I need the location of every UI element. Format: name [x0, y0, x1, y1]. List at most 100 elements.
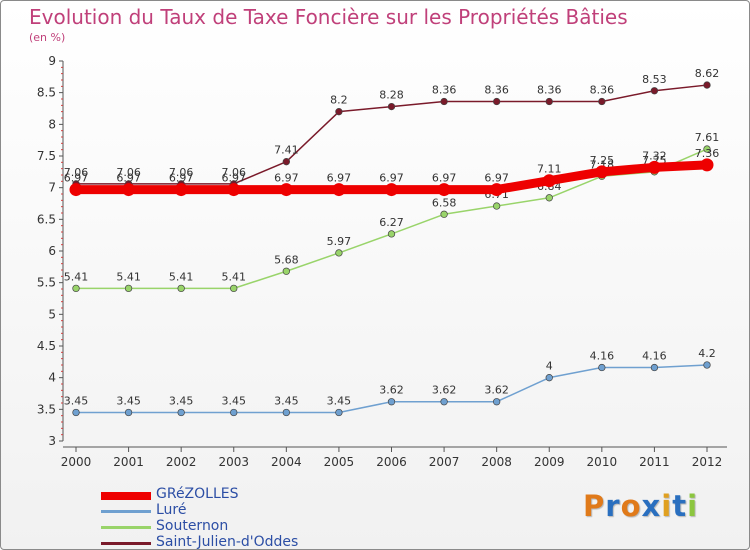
data-label: 4: [546, 360, 553, 373]
data-point: [335, 249, 343, 257]
y-tick-label: 5.5: [37, 276, 56, 290]
data-point: [230, 284, 238, 293]
data-point: [282, 267, 290, 275]
data-label: 3.62: [379, 384, 404, 397]
data-point: [230, 408, 238, 417]
data-point: [72, 408, 80, 417]
data-label: 5.97: [327, 235, 352, 248]
y-tick-label: 6.5: [37, 212, 56, 226]
y-tick-label: 8: [48, 117, 56, 131]
y-tick-label: 7.5: [37, 149, 56, 163]
legend-swatch: [101, 510, 151, 513]
data-label: 5.41: [169, 270, 194, 283]
data-point: [493, 97, 501, 106]
data-label: 8.28: [379, 89, 404, 102]
data-label: 6.97: [432, 172, 457, 185]
data-label: 3.45: [169, 395, 194, 408]
data-label: 8.53: [642, 73, 667, 86]
data-label: 6.97: [169, 172, 194, 185]
chart-unit: (en %): [29, 31, 66, 44]
data-point: [227, 183, 241, 197]
data-label: 5.41: [116, 270, 141, 283]
data-point: [177, 408, 185, 417]
data-label: 8.36: [432, 84, 457, 97]
x-tick-label: 2000: [61, 455, 92, 469]
x-tick-label: 2011: [639, 455, 670, 469]
data-label: 6.58: [432, 196, 457, 209]
data-label: 7.41: [274, 144, 299, 157]
data-label: 3.62: [432, 384, 457, 397]
data-point: [598, 363, 606, 372]
x-tick-label: 2004: [271, 455, 302, 469]
data-point: [545, 194, 553, 202]
legend-swatch: [101, 542, 151, 545]
data-label: 3.45: [116, 395, 141, 408]
data-point: [177, 284, 185, 293]
data-point: [490, 183, 504, 197]
data-point: [647, 160, 661, 174]
data-point: [282, 158, 290, 166]
logo-letter: x: [641, 489, 662, 523]
data-label: 6.97: [327, 172, 352, 185]
data-label: 8.2: [330, 94, 348, 107]
data-point: [122, 183, 136, 197]
legend-label: Luré: [156, 502, 187, 518]
x-tick-label: 2007: [429, 455, 460, 469]
y-tick-label: 7: [48, 181, 56, 195]
x-tick-label: 2008: [481, 455, 512, 469]
chart-title: Evolution du Taux de Taxe Foncière sur l…: [29, 5, 628, 29]
data-label: 3.45: [64, 395, 89, 408]
data-label: 8.36: [537, 84, 562, 97]
x-tick-label: 2005: [324, 455, 355, 469]
data-label: 4.16: [642, 350, 667, 363]
data-label: 3.45: [327, 395, 352, 408]
data-label: 3.62: [484, 384, 509, 397]
data-label: 6.27: [379, 216, 404, 229]
data-point: [650, 363, 659, 372]
data-label: 6.97: [116, 172, 141, 185]
legend-label: Saint-Julien-d'Oddes: [156, 534, 299, 550]
logo-letter: P: [583, 489, 606, 523]
data-label: 6.97: [64, 172, 89, 185]
data-label: 6.97: [222, 172, 247, 185]
data-label: 4.2: [698, 347, 716, 360]
y-tick-label: 4.5: [37, 339, 56, 353]
data-point: [542, 174, 556, 188]
data-point: [387, 230, 396, 238]
logo-letter: i: [687, 489, 699, 523]
data-point: [124, 284, 133, 293]
data-point: [72, 284, 80, 293]
y-tick-label: 3.5: [37, 402, 56, 416]
data-point: [174, 183, 188, 197]
data-label: 8.62: [695, 67, 720, 80]
data-point: [124, 408, 133, 417]
data-label: 6.97: [484, 172, 509, 185]
data-point: [387, 398, 396, 406]
data-point: [335, 108, 343, 116]
data-label: 7.36: [695, 147, 720, 160]
logo-letter: t: [672, 489, 688, 523]
data-point: [493, 398, 501, 406]
data-point: [387, 102, 396, 111]
logo-letter: i: [661, 489, 673, 523]
data-point: [332, 183, 346, 197]
data-label: 7.32: [642, 149, 667, 162]
data-label: 7.61: [695, 131, 720, 144]
logo-letter: o: [620, 489, 642, 523]
data-label: 4.16: [590, 350, 615, 363]
data-point: [703, 81, 711, 89]
logo-letter: r: [605, 489, 621, 523]
data-point: [279, 183, 293, 197]
data-label: 8.36: [484, 84, 509, 97]
data-label: 3.45: [274, 395, 299, 408]
data-point: [700, 158, 714, 172]
x-tick-label: 2002: [166, 455, 197, 469]
x-tick-label: 2012: [692, 455, 723, 469]
data-label: 6.97: [274, 172, 299, 185]
data-point: [440, 398, 448, 406]
data-point: [545, 374, 553, 382]
data-label: 5.68: [274, 253, 299, 266]
x-tick-label: 2003: [218, 455, 249, 469]
